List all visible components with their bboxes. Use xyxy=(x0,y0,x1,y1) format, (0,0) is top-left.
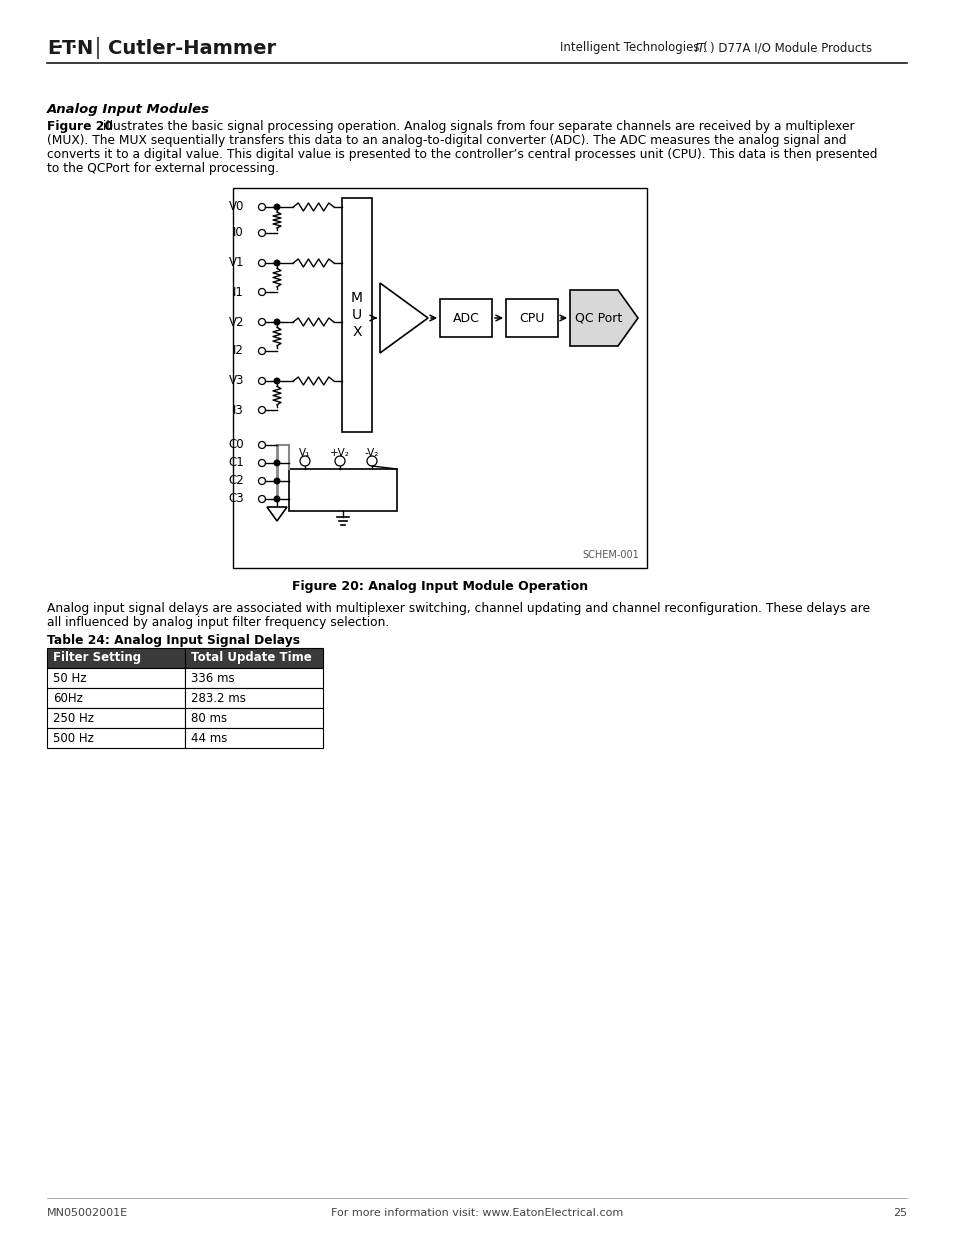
Text: V1: V1 xyxy=(229,257,244,269)
Text: illustrates the basic signal processing operation. Analog signals from four sepa: illustrates the basic signal processing … xyxy=(99,120,854,133)
Circle shape xyxy=(258,289,265,295)
Text: IT.: IT. xyxy=(695,42,707,54)
Circle shape xyxy=(274,461,279,466)
Text: T: T xyxy=(62,38,75,58)
Circle shape xyxy=(258,319,265,326)
Text: ·: · xyxy=(56,40,62,57)
Circle shape xyxy=(335,456,345,466)
Text: C0: C0 xyxy=(228,438,244,452)
Text: 283.2 ms: 283.2 ms xyxy=(191,692,246,704)
Bar xyxy=(185,688,323,708)
Circle shape xyxy=(258,495,265,503)
Text: V2: V2 xyxy=(229,315,244,329)
Text: I1: I1 xyxy=(233,285,244,299)
Bar xyxy=(47,727,185,748)
Text: I0: I0 xyxy=(233,226,244,240)
Text: MN05002001E: MN05002001E xyxy=(47,1208,128,1218)
Circle shape xyxy=(258,204,265,210)
Text: 336 ms: 336 ms xyxy=(191,672,234,684)
Text: CPU: CPU xyxy=(518,311,544,325)
Text: N: N xyxy=(76,38,92,58)
Circle shape xyxy=(258,259,265,267)
Circle shape xyxy=(258,441,265,448)
Polygon shape xyxy=(569,290,638,346)
Circle shape xyxy=(258,406,265,414)
Text: to the QCPort for external processing.: to the QCPort for external processing. xyxy=(47,162,278,175)
Bar xyxy=(185,727,323,748)
Text: 500 Hz: 500 Hz xyxy=(53,731,93,745)
Text: Cutler-Hammer: Cutler-Hammer xyxy=(108,38,275,58)
Text: 250 Hz: 250 Hz xyxy=(53,711,94,725)
Bar xyxy=(233,188,646,568)
Text: Total Update Time: Total Update Time xyxy=(191,652,312,664)
Circle shape xyxy=(274,204,279,210)
Bar xyxy=(185,708,323,727)
Text: ·: · xyxy=(70,40,76,57)
Circle shape xyxy=(258,230,265,236)
Text: SCHEM-001: SCHEM-001 xyxy=(581,550,639,559)
Text: Figure 20: Analog Input Module Operation: Figure 20: Analog Input Module Operation xyxy=(292,580,587,593)
Text: E: E xyxy=(47,38,60,58)
Bar xyxy=(505,299,558,337)
Circle shape xyxy=(299,456,310,466)
Text: M
U
X: M U X xyxy=(351,290,363,340)
Circle shape xyxy=(258,459,265,467)
Bar xyxy=(47,668,185,688)
Circle shape xyxy=(274,496,279,501)
Text: C1: C1 xyxy=(228,457,244,469)
Text: 44 ms: 44 ms xyxy=(191,731,227,745)
Circle shape xyxy=(258,478,265,484)
Text: -V₂: -V₂ xyxy=(364,448,378,458)
Bar xyxy=(289,469,396,511)
Polygon shape xyxy=(379,283,428,353)
Text: converts it to a digital value. This digital value is presented to the controlle: converts it to a digital value. This dig… xyxy=(47,148,877,161)
Text: ADC: ADC xyxy=(452,311,479,325)
Bar xyxy=(439,299,492,337)
Circle shape xyxy=(367,456,376,466)
Text: ) D77A I/O Module Products: ) D77A I/O Module Products xyxy=(709,42,871,54)
Text: V0: V0 xyxy=(229,200,244,214)
Text: 80 ms: 80 ms xyxy=(191,711,227,725)
Circle shape xyxy=(274,478,279,484)
Circle shape xyxy=(258,347,265,354)
Bar xyxy=(47,708,185,727)
Polygon shape xyxy=(267,508,287,521)
Text: Table 24: Analog Input Signal Delays: Table 24: Analog Input Signal Delays xyxy=(47,634,299,647)
Text: I2: I2 xyxy=(233,345,244,357)
Text: C2: C2 xyxy=(228,474,244,488)
Text: Analog input signal delays are associated with multiplexer switching, channel up: Analog input signal delays are associate… xyxy=(47,601,869,615)
Bar xyxy=(185,648,323,668)
Circle shape xyxy=(274,319,279,325)
Text: 50 Hz: 50 Hz xyxy=(53,672,87,684)
Text: I3: I3 xyxy=(233,404,244,416)
Text: +V₂: +V₂ xyxy=(330,448,350,458)
Text: all influenced by analog input filter frequency selection.: all influenced by analog input filter fr… xyxy=(47,616,389,629)
Circle shape xyxy=(274,378,279,384)
Text: V3: V3 xyxy=(229,374,244,388)
Circle shape xyxy=(258,378,265,384)
Bar xyxy=(341,198,372,432)
Text: Figure 20: Figure 20 xyxy=(47,120,112,133)
Text: (MUX). The MUX sequentially transfers this data to an analog-to-digital converte: (MUX). The MUX sequentially transfers th… xyxy=(47,135,845,147)
Text: Intelligent Technologies (: Intelligent Technologies ( xyxy=(559,42,707,54)
Text: Filter Setting: Filter Setting xyxy=(53,652,141,664)
Text: 60Hz: 60Hz xyxy=(53,692,83,704)
Bar xyxy=(185,668,323,688)
Text: 25: 25 xyxy=(892,1208,906,1218)
Bar xyxy=(47,688,185,708)
Bar xyxy=(47,648,185,668)
Text: V₁: V₁ xyxy=(299,448,311,458)
Text: Analog Input Modules: Analog Input Modules xyxy=(47,103,210,116)
Text: C3: C3 xyxy=(228,493,244,505)
Circle shape xyxy=(274,261,279,266)
Text: For more information visit: www.EatonElectrical.com: For more information visit: www.EatonEle… xyxy=(331,1208,622,1218)
Text: QC Port: QC Port xyxy=(575,311,621,325)
